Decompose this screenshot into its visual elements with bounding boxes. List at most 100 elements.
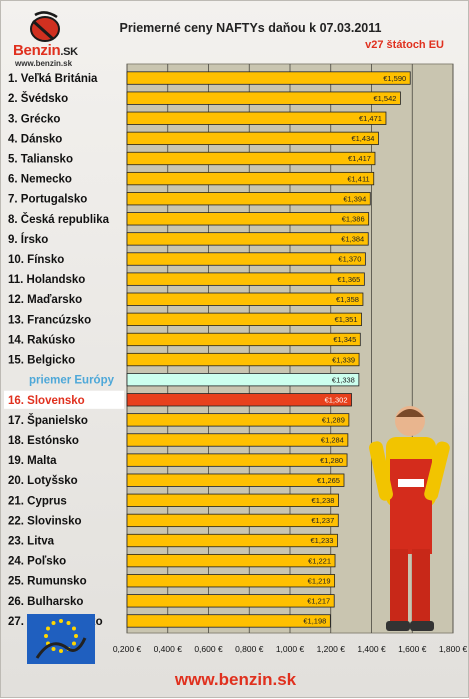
category-label: 3. Grécko bbox=[8, 113, 60, 125]
eu-star bbox=[59, 649, 63, 653]
x-tick-label: 1,000 € bbox=[276, 644, 305, 654]
bar bbox=[126, 71, 411, 85]
bar-value-label: €1,411 bbox=[347, 174, 369, 183]
bar-value-label: €1,219 bbox=[308, 576, 331, 585]
category-label: 10. Fínsko bbox=[8, 254, 64, 266]
bar bbox=[126, 171, 375, 186]
bar-value-label: €1,394 bbox=[343, 194, 366, 203]
bar bbox=[126, 614, 331, 628]
category-label: 1. Veľká Británia bbox=[8, 73, 98, 85]
bar-value-label: €1,434 bbox=[351, 134, 374, 143]
eu-star bbox=[59, 619, 63, 623]
category-label: 6. Nemecko bbox=[8, 174, 72, 186]
x-tick-label: 1,200 € bbox=[317, 644, 346, 654]
bar-value-label: €1,217 bbox=[307, 597, 330, 606]
category-label: 20. Lotyšsko bbox=[8, 475, 78, 487]
bar bbox=[126, 212, 370, 226]
category-label: 4. Dánsko bbox=[8, 133, 62, 145]
category-label: 14. Rakúsko bbox=[8, 334, 75, 346]
bar-value-label: €1,365 bbox=[337, 275, 360, 284]
x-tick-label: 1,400 € bbox=[357, 644, 386, 654]
category-label: 26. Bulharsko bbox=[8, 596, 83, 608]
bar-value-label: €1,238 bbox=[312, 496, 335, 505]
bar-value-label: €1,345 bbox=[333, 335, 356, 344]
bar bbox=[126, 493, 339, 507]
bar bbox=[126, 192, 371, 206]
bar bbox=[126, 393, 352, 407]
bar-value-label: €1,542 bbox=[373, 94, 396, 103]
benzin-logo: Benzin.SK www.benzin.sk bbox=[9, 9, 85, 71]
category-label: 2. Švédsko bbox=[8, 92, 68, 105]
bar bbox=[126, 252, 366, 266]
bar bbox=[126, 111, 387, 125]
bar bbox=[126, 292, 364, 306]
bar-value-label: €1,339 bbox=[332, 355, 355, 364]
bar-value-label: €1,221 bbox=[308, 556, 331, 565]
fuel-attendant-image bbox=[366, 399, 451, 639]
x-tick-label: 1,600 € bbox=[398, 644, 427, 654]
category-label: 21. Cyprus bbox=[8, 495, 67, 507]
eu-star bbox=[44, 634, 48, 638]
x-tick-label: 0,400 € bbox=[154, 644, 183, 654]
x-tick-label: 0,200 € bbox=[113, 644, 142, 654]
bar-value-label: €1,280 bbox=[320, 456, 343, 465]
bar-value-label: €1,358 bbox=[336, 295, 359, 304]
category-label: 7. Portugalsko bbox=[8, 194, 87, 206]
bar-value-label: €1,237 bbox=[311, 516, 334, 525]
bar bbox=[126, 91, 401, 105]
chart-subtitle: v27 štátoch EU bbox=[365, 39, 444, 51]
eu-star bbox=[51, 646, 56, 651]
bar bbox=[126, 553, 336, 568]
bar bbox=[126, 151, 376, 166]
footer-url: www.benzin.sk bbox=[174, 670, 297, 689]
eu-star bbox=[46, 626, 51, 631]
bar-value-label: €1,289 bbox=[322, 416, 345, 425]
bar bbox=[126, 594, 335, 608]
category-label: 13. Francúzsko bbox=[8, 314, 91, 326]
eu-star bbox=[51, 621, 56, 626]
bar bbox=[126, 574, 336, 588]
bar bbox=[126, 473, 345, 487]
bar bbox=[126, 272, 365, 286]
category-label: 11. Holandsko bbox=[8, 274, 85, 286]
x-tick-label: 0,600 € bbox=[194, 644, 223, 654]
x-tick-label: 1,800 € bbox=[439, 644, 468, 654]
fuel-nozzle-icon bbox=[30, 11, 60, 42]
bar bbox=[126, 433, 349, 447]
bar bbox=[126, 413, 350, 427]
bar-value-label: €1,198 bbox=[303, 617, 326, 626]
bar-value-label: €1,471 bbox=[359, 114, 382, 123]
category-label: 9. Írsko bbox=[8, 233, 48, 246]
category-label: 22. Slovinsko bbox=[8, 515, 82, 527]
category-label: 5. Taliansko bbox=[8, 153, 73, 165]
bar bbox=[126, 453, 348, 467]
bar-value-label: €1,338 bbox=[332, 375, 355, 384]
bar bbox=[126, 131, 379, 146]
bar-value-label: €1,351 bbox=[335, 315, 358, 324]
category-label: 15. Belgicko bbox=[8, 355, 75, 367]
bar-value-label: €1,590 bbox=[383, 74, 406, 83]
eu-star bbox=[71, 641, 76, 646]
category-label: 19. Malta bbox=[8, 455, 57, 467]
bar bbox=[126, 332, 361, 347]
bar-value-label: €1,233 bbox=[311, 536, 334, 545]
bar-value-label: €1,284 bbox=[321, 436, 344, 445]
bar bbox=[126, 232, 369, 246]
bar-value-label: €1,265 bbox=[317, 476, 340, 485]
x-tick-label: 0,800 € bbox=[235, 644, 264, 654]
chart-title: Priemerné ceny NAFTYs daňou k 07.03.2011 bbox=[119, 21, 382, 35]
category-label: 17. Španielsko bbox=[8, 414, 88, 427]
bar bbox=[126, 533, 338, 548]
bar bbox=[126, 312, 362, 326]
eu-star bbox=[71, 626, 76, 631]
category-label: 25. Rumunsko bbox=[8, 576, 87, 588]
category-label: priemer Európy bbox=[29, 375, 115, 387]
highlight-row-bg bbox=[4, 390, 124, 409]
category-label: 23. Litva bbox=[8, 536, 55, 548]
bar-value-label: €1,370 bbox=[338, 255, 361, 264]
bar-value-label: €1,302 bbox=[325, 395, 348, 404]
bar-value-label: €1,386 bbox=[342, 215, 365, 224]
category-label: 12. Maďarsko bbox=[8, 294, 82, 306]
